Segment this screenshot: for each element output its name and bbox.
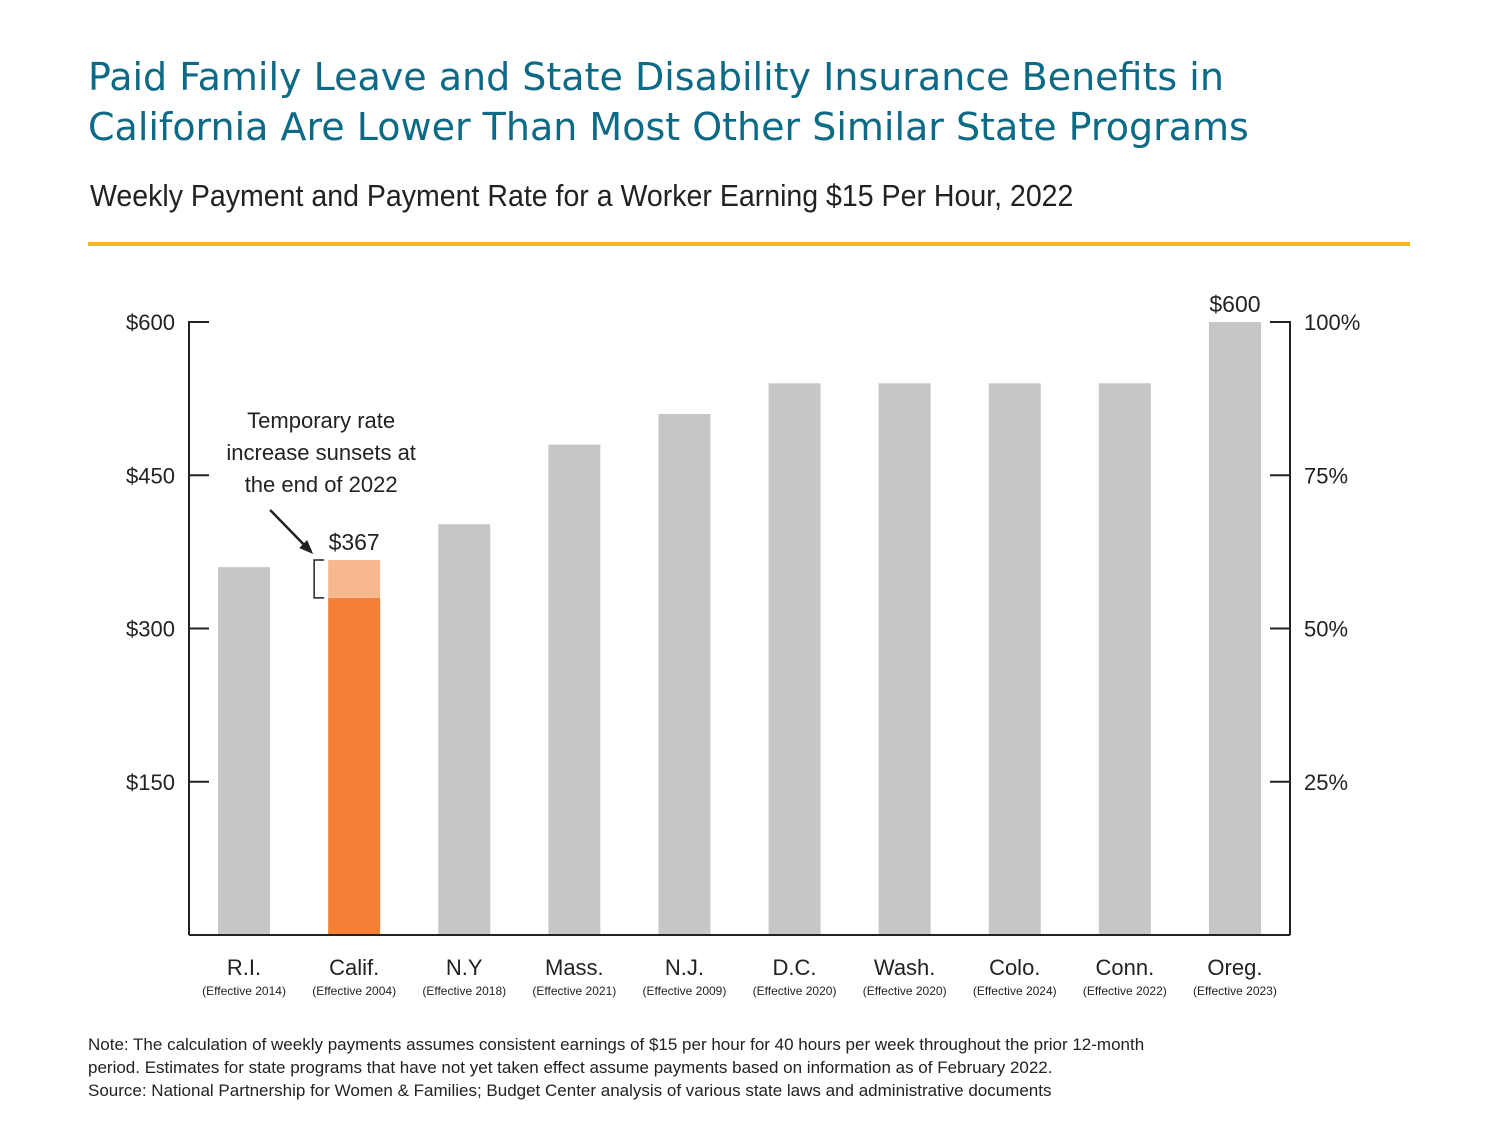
- annotation-text-line: increase sunsets at: [226, 440, 416, 465]
- left-tick-label: $300: [126, 617, 175, 642]
- note-line-2: period. Estimates for state programs tha…: [88, 1058, 1053, 1077]
- bar: [548, 444, 601, 935]
- category-label: Conn.: [1095, 955, 1154, 980]
- annotation-bracket: [313, 559, 325, 599]
- chart-footer: Note: The calculation of weekly payments…: [88, 1033, 1408, 1102]
- category-sublabel: (Effective 2020): [753, 984, 837, 998]
- data-label: $600: [1209, 291, 1260, 317]
- bar: [438, 524, 491, 935]
- category-label: Oreg.: [1207, 955, 1262, 980]
- annotation-text-line: the end of 2022: [245, 472, 398, 497]
- category-sublabel: (Effective 2022): [1083, 984, 1167, 998]
- note-line-1: Note: The calculation of weekly payments…: [88, 1035, 1145, 1054]
- category-label: Colo.: [989, 955, 1040, 980]
- bar: [1208, 322, 1261, 935]
- right-tick-label: 25%: [1304, 770, 1348, 795]
- chart-title: Paid Family Leave and State Disability I…: [88, 52, 1418, 152]
- category-label: N.Y: [446, 955, 483, 980]
- category-label: Mass.: [545, 955, 604, 980]
- right-tick-label: 75%: [1304, 463, 1348, 488]
- bar-calif-base: [328, 597, 381, 935]
- category-label: Wash.: [874, 955, 936, 980]
- bar: [658, 413, 711, 935]
- category-sublabel: (Effective 2020): [863, 984, 947, 998]
- category-sublabel: (Effective 2023): [1193, 984, 1277, 998]
- chart-title-line-2: California Are Lower Than Most Other Sim…: [88, 105, 1249, 149]
- category-sublabel: (Effective 2014): [202, 984, 286, 998]
- category-label: R.I.: [227, 955, 261, 980]
- chart-title-line-1: Paid Family Leave and State Disability I…: [88, 55, 1224, 99]
- annotation-arrow-shaft: [269, 509, 310, 550]
- category-label: N.J.: [665, 955, 704, 980]
- right-tick-label: 50%: [1304, 617, 1348, 642]
- left-tick-label: $150: [126, 770, 175, 795]
- annotation-arrowhead: [299, 540, 314, 554]
- data-label: $367: [329, 529, 380, 555]
- right-tick-label: 100%: [1304, 310, 1360, 335]
- chart-subtitle: Weekly Payment and Payment Rate for a Wo…: [90, 178, 1074, 213]
- annotation-text-line: Temporary rate: [247, 408, 395, 433]
- left-tick-label: $600: [126, 310, 175, 335]
- bar: [218, 567, 271, 935]
- category-sublabel: (Effective 2004): [312, 984, 396, 998]
- bar: [988, 383, 1041, 935]
- bar-calif-temporary-increase: [328, 560, 381, 598]
- title-divider: [88, 242, 1410, 246]
- category-label: Calif.: [329, 955, 379, 980]
- bar: [1098, 383, 1151, 935]
- left-tick-label: $450: [126, 463, 175, 488]
- category-sublabel: (Effective 2021): [532, 984, 616, 998]
- bar: [878, 383, 931, 935]
- category-sublabel: (Effective 2009): [643, 984, 727, 998]
- category-label: D.C.: [773, 955, 817, 980]
- source-line: Source: National Partnership for Women &…: [88, 1081, 1052, 1100]
- category-sublabel: (Effective 2018): [422, 984, 506, 998]
- bar: [768, 383, 821, 935]
- category-sublabel: (Effective 2024): [973, 984, 1057, 998]
